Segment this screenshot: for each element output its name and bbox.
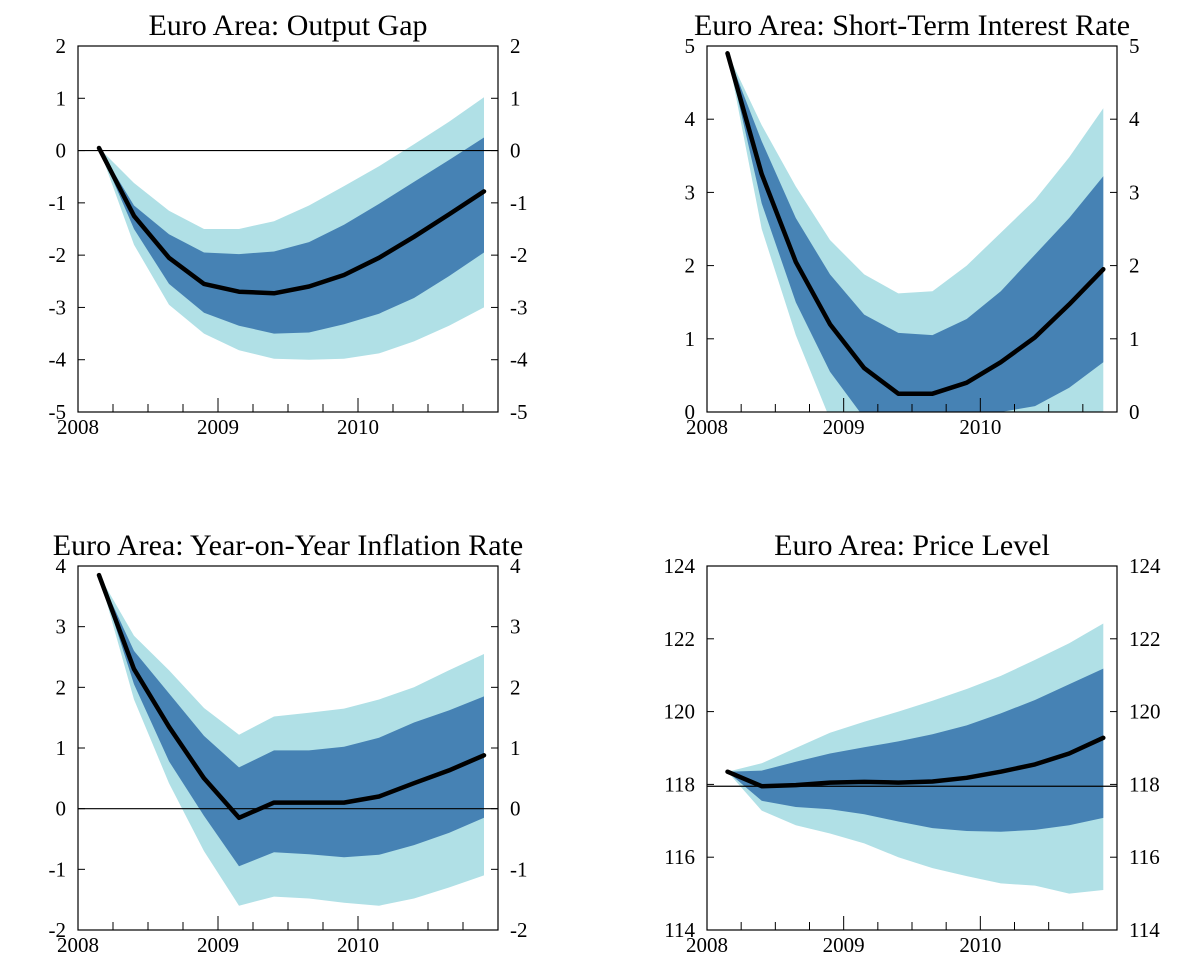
x-tick-label: 2010: [337, 415, 379, 439]
y-tick-label-right: 0: [510, 139, 521, 163]
chart-panel-4: Euro Area: Price Level 114 114 116 116 118 118…: [664, 529, 1162, 957]
y-tick-label-right: -4: [510, 348, 528, 372]
plot-area: [78, 572, 498, 906]
y-tick-label-left: -4: [49, 348, 67, 372]
y-tick-label-left: -1: [49, 857, 67, 881]
y-tick-label-right: 4: [1129, 107, 1140, 131]
x-tick-label: 2009: [823, 933, 865, 957]
plot-area: [78, 97, 498, 360]
y-tick-label-right: 114: [1129, 918, 1160, 942]
y-tick-label-right: 116: [1129, 845, 1160, 869]
y-tick-label-right: 3: [1129, 180, 1140, 204]
x-tick-label: 2010: [337, 933, 379, 957]
x-tick-label: 2009: [197, 415, 239, 439]
y-tick-label-right: 118: [1129, 772, 1160, 796]
y-tick-label-right: -1: [510, 191, 528, 215]
x-tick-label: 2010: [959, 933, 1001, 957]
median-line: [725, 735, 1106, 789]
y-tick-label-right: 1: [510, 86, 521, 110]
y-tick-label-right: 4: [510, 554, 521, 578]
y-tick-label-left: 122: [664, 627, 696, 651]
chart-title: Euro Area: Short-Term Interest Rate: [694, 9, 1130, 42]
y-tick-label-right: -3: [510, 295, 528, 319]
y-tick-label-left: 124: [664, 554, 696, 578]
y-tick-label-right: -2: [510, 243, 528, 267]
y-tick-label-right: 122: [1129, 627, 1161, 651]
y-tick-label-right: 1: [1129, 327, 1140, 351]
y-tick-label-left: 2: [685, 254, 696, 278]
y-tick-label-right: -1: [510, 857, 528, 881]
y-tick-label-left: 0: [56, 797, 67, 821]
x-tick-label: 2009: [197, 933, 239, 957]
y-tick-label-left: 4: [685, 107, 696, 131]
y-tick-label-left: 1: [685, 327, 696, 351]
y-tick-label-left: 2: [56, 675, 67, 699]
y-tick-label-left: 4: [56, 554, 67, 578]
y-tick-label-left: 5: [685, 34, 696, 58]
x-tick-label: 2009: [823, 415, 865, 439]
y-tick-label-left: 1: [56, 736, 67, 760]
inner-band: [99, 137, 484, 334]
x-tick-label: 2008: [57, 933, 99, 957]
y-tick-label-left: 116: [664, 845, 695, 869]
plot-area: [725, 51, 1106, 412]
y-tick-label-right: 2: [510, 34, 521, 58]
y-tick-label-left: 2: [56, 34, 67, 58]
y-tick-label-right: 5: [1129, 34, 1140, 58]
chart-title: Euro Area: Output Gap: [148, 9, 427, 42]
chart-panel-2: Euro Area: Short-Term Interest Rate 0 0 1 1 2…: [685, 9, 1141, 439]
y-tick-label-left: 118: [664, 772, 695, 796]
median-line: [725, 51, 1106, 396]
x-tick-label: 2008: [686, 415, 728, 439]
y-tick-label-right: 1: [510, 736, 521, 760]
x-tick-label: 2010: [959, 415, 1001, 439]
y-tick-label-right: -2: [510, 918, 528, 942]
median-line: [96, 572, 487, 821]
y-tick-label-left: -3: [49, 295, 67, 319]
y-tick-label-right: 124: [1129, 554, 1161, 578]
inner-band: [727, 668, 1104, 832]
y-tick-label-left: 3: [685, 180, 696, 204]
y-tick-label-left: -1: [49, 191, 67, 215]
y-tick-label-left: 0: [56, 139, 67, 163]
y-tick-label-right: 2: [1129, 254, 1140, 278]
y-tick-label-left: -2: [49, 918, 67, 942]
x-tick-label: 2008: [686, 933, 728, 957]
y-tick-label-left: 114: [664, 918, 695, 942]
plot-area: [707, 623, 1117, 894]
median-line: [96, 145, 487, 296]
y-tick-label-left: 120: [664, 700, 696, 724]
y-tick-label-right: 2: [510, 675, 521, 699]
chart-panel-3: Euro Area: Year-on-Year Inflation Rate -2…: [49, 529, 528, 957]
y-tick-label-left: -2: [49, 243, 67, 267]
y-tick-label-left: 3: [56, 615, 67, 639]
chart-title: Euro Area: Price Level: [774, 529, 1050, 562]
y-tick-label-left: 0: [685, 400, 696, 424]
y-tick-label-left: -5: [49, 400, 67, 424]
y-tick-label-right: 0: [1129, 400, 1140, 424]
y-tick-label-left: 1: [56, 86, 67, 110]
chart-title: Euro Area: Year-on-Year Inflation Rate: [53, 529, 523, 562]
y-tick-label-right: 0: [510, 797, 521, 821]
y-tick-label-right: 120: [1129, 700, 1161, 724]
y-tick-label-right: 3: [510, 615, 521, 639]
y-tick-label-right: -5: [510, 400, 528, 424]
inner-band: [727, 53, 1104, 412]
chart-panel-1: Euro Area: Output Gap -5 -5 -4 -4 -3 -3 -2 -2 -1 -…: [49, 9, 528, 439]
x-tick-label: 2008: [57, 415, 99, 439]
